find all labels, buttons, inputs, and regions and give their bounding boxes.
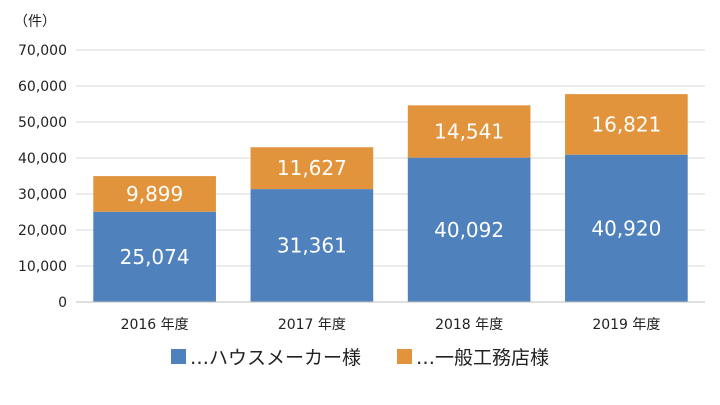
y-tick-label: 0 <box>58 295 67 311</box>
data-label: 11,627 <box>277 156 347 180</box>
legend-item-general-contractor: …一般工務店様 <box>397 343 549 370</box>
bar-segment-house-maker <box>93 211 216 302</box>
legend-label-general-contractor: …一般工務店様 <box>416 347 550 369</box>
data-label: 9,899 <box>126 182 183 206</box>
legend: …ハウスメーカー様 …一般工務店様 <box>0 343 720 370</box>
x-tick-label: 2016 年度 <box>121 317 189 333</box>
bars <box>93 94 688 302</box>
unit-label: （件） <box>14 14 56 30</box>
bar-segment-general-contractor <box>565 94 688 155</box>
legend-item-house-maker: …ハウスメーカー様 <box>170 343 361 370</box>
data-label: 14,541 <box>434 119 504 143</box>
bar-segment-house-maker <box>250 189 374 302</box>
y-tick-label: 40,000 <box>18 151 67 167</box>
legend-label-house-maker: …ハウスメーカー様 <box>189 347 361 369</box>
bar-segment-general-contractor <box>250 147 374 190</box>
x-tick-label: 2019 年度 <box>592 317 660 333</box>
data-label: 25,074 <box>120 245 190 269</box>
y-tick-label: 60,000 <box>18 79 67 95</box>
data-label: 31,361 <box>277 234 347 258</box>
y-tick-label: 30,000 <box>18 187 67 203</box>
data-label: 40,092 <box>434 218 504 242</box>
bar-labels: 25,074 9,899 31,361 11,627 40,092 14,541 40,92… <box>120 112 662 268</box>
bar-segment-general-contractor <box>93 176 216 212</box>
axes: 0 10,000 20,000 30,000 40,000 50,000 60,000 70,… <box>18 43 705 333</box>
y-tick-label: 10,000 <box>18 259 67 275</box>
y-tick-label: 50,000 <box>18 115 67 131</box>
bar-segment-house-maker <box>407 157 531 302</box>
y-tick-label: 20,000 <box>18 223 67 239</box>
bar-segment-general-contractor <box>407 105 531 158</box>
data-label: 16,821 <box>591 112 661 136</box>
x-tick-label: 2017 年度 <box>278 317 346 333</box>
bar-segment-house-maker <box>565 154 688 302</box>
data-label: 40,920 <box>591 216 661 240</box>
x-tick-label: 2018 年度 <box>435 317 503 333</box>
legend-swatch-general-contractor <box>397 349 412 364</box>
legend-swatch-house-maker <box>170 349 186 364</box>
y-tick-label: 70,000 <box>18 43 67 59</box>
